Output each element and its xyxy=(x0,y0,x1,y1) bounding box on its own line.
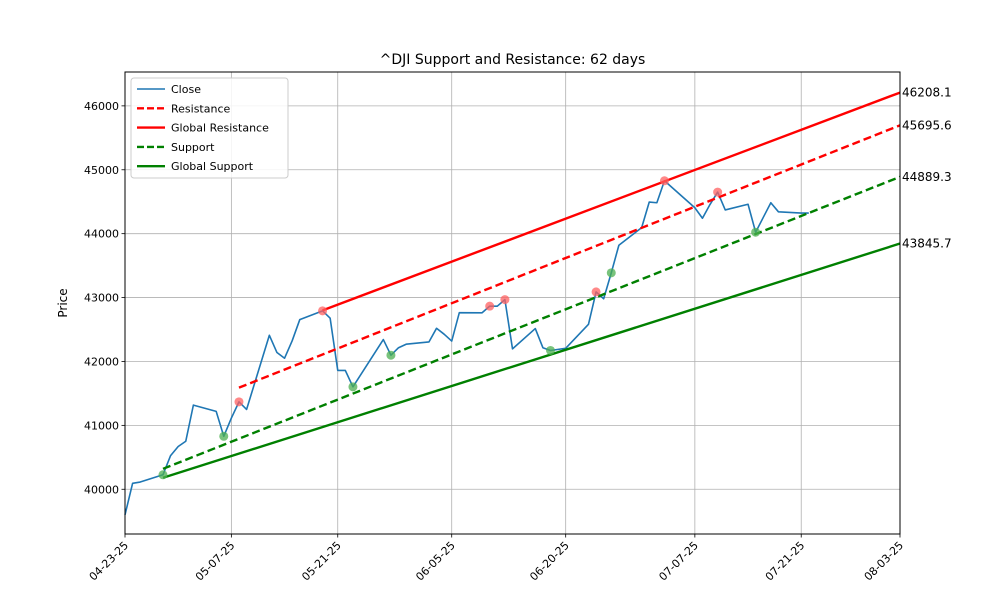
legend: Close Resistance Global Resistance Support G… xyxy=(130,77,289,179)
resistance-touch-point xyxy=(713,187,723,197)
y-tick-label: 46000 xyxy=(84,100,119,113)
series-layer xyxy=(124,91,901,516)
global-resistance-line xyxy=(322,91,901,312)
support-touch-point xyxy=(751,227,761,237)
resistance-touch-point xyxy=(500,295,510,305)
support-touch-point xyxy=(158,470,168,480)
y-tick-label: 43000 xyxy=(84,292,119,305)
end-value-label: 44889.3 xyxy=(902,170,952,184)
y-tick-label: 45000 xyxy=(84,164,119,177)
y-axis: 40000 41000 42000 43000 44000 45000 46000 xyxy=(84,100,125,496)
y-tick-label: 41000 xyxy=(84,419,119,432)
support-touch-point xyxy=(348,382,358,392)
legend-label: Resistance xyxy=(171,102,231,115)
end-value-label: 45695.6 xyxy=(902,118,952,132)
support-touch-point xyxy=(219,431,229,441)
resistance-touch-point xyxy=(234,397,244,407)
y-axis-label: Price xyxy=(56,288,70,317)
legend-box xyxy=(130,77,289,179)
y-tick-label: 44000 xyxy=(84,228,119,241)
resistance-line xyxy=(238,124,901,389)
close-price-line xyxy=(124,179,809,516)
end-labels: 46208.1 45695.6 44889.3 43845.7 xyxy=(902,86,952,251)
end-value-label: 46208.1 xyxy=(902,86,952,100)
chart-title: ^DJI Support and Resistance: 62 days xyxy=(380,52,646,68)
plot-frame xyxy=(124,71,901,535)
support-line xyxy=(162,175,901,470)
resistance-touch-point xyxy=(318,306,328,316)
legend-label: Support xyxy=(171,141,215,154)
support-touch-point xyxy=(545,345,555,355)
support-touch-point xyxy=(606,268,616,278)
y-tick-label: 40000 xyxy=(84,483,119,496)
resistance-touch-point xyxy=(659,176,669,186)
legend-label: Global Resistance xyxy=(171,122,269,135)
legend-label: Global Support xyxy=(171,160,254,173)
resistance-touch-point xyxy=(485,301,495,311)
support-touch-point xyxy=(386,350,396,360)
marker-layer xyxy=(158,176,761,480)
resistance-touch-point xyxy=(591,287,601,297)
end-value-label: 43845.7 xyxy=(902,237,952,251)
y-tick-label: 42000 xyxy=(84,355,119,368)
legend-label: Close xyxy=(171,83,201,96)
global-support-line xyxy=(162,242,901,479)
